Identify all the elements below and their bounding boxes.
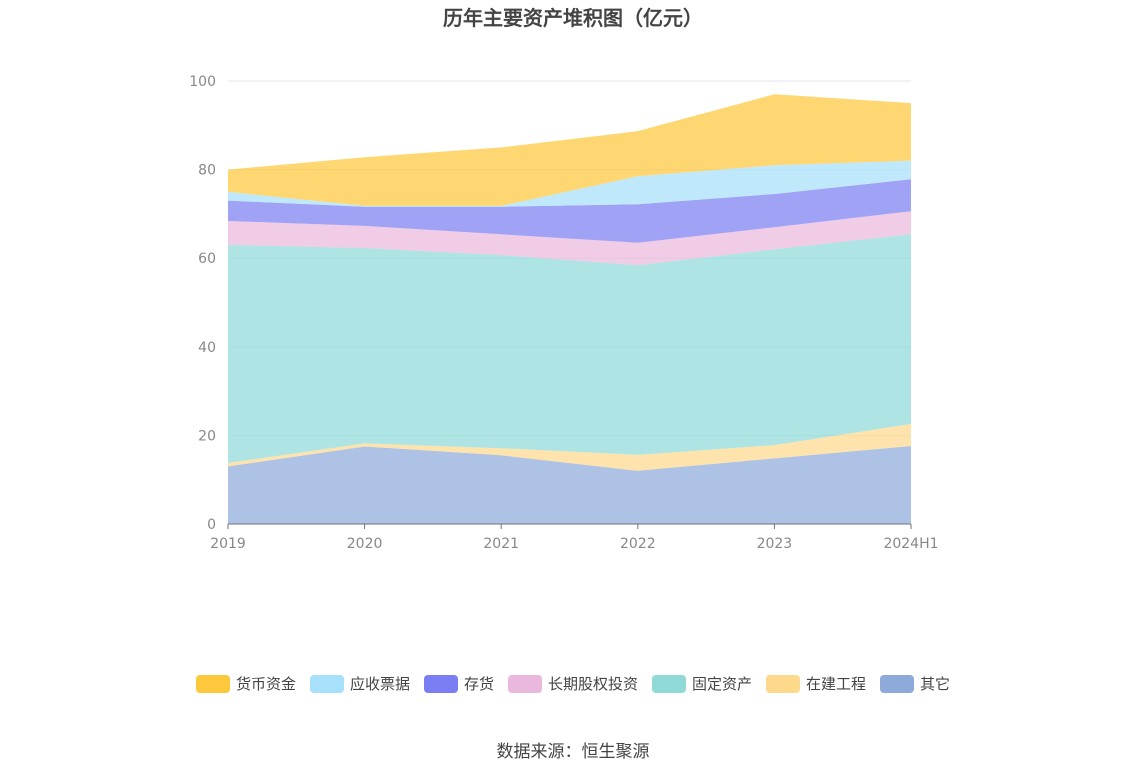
x-tick-label: 2023	[757, 536, 793, 552]
x-tick-label: 2020	[347, 536, 383, 552]
legend: 货币资金 应收票据 存货 长期股权投资 固定资产 在建工程 其它	[196, 675, 950, 693]
legend-swatch	[652, 675, 686, 693]
area-series-6	[228, 94, 911, 206]
area-series-5	[228, 160, 911, 207]
y-tick-label: 80	[198, 163, 216, 179]
data-source: 数据来源：恒生聚源	[497, 742, 650, 762]
x-tick-label: 2019	[210, 536, 246, 552]
legend-label: 应收票据	[350, 675, 410, 693]
x-tick-label: 2022	[620, 536, 656, 552]
y-tick-label: 20	[198, 428, 216, 444]
legend-swatch	[310, 675, 344, 693]
y-tick-label: 100	[189, 74, 216, 90]
area-series-3	[228, 211, 911, 266]
legend-swatch	[880, 675, 914, 693]
y-tick-label: 40	[198, 340, 216, 356]
area-series-1	[228, 423, 911, 471]
y-tick-label: 60	[198, 251, 216, 267]
x-tick-label: 2021	[483, 536, 519, 552]
legend-swatch	[766, 675, 800, 693]
x-tick-label: 2024H1	[883, 536, 938, 552]
legend-swatch	[508, 675, 542, 693]
legend-label: 货币资金	[236, 675, 296, 693]
legend-label: 固定资产	[692, 675, 752, 693]
legend-label: 其它	[920, 675, 950, 693]
legend-label: 存货	[464, 675, 494, 693]
y-tick-label: 0	[207, 517, 216, 533]
area-series-0	[228, 446, 911, 524]
legend-label: 在建工程	[806, 675, 866, 693]
area-series	[228, 94, 911, 524]
area-series-2	[228, 234, 911, 463]
chart-title: 历年主要资产堆积图（亿元）	[443, 6, 703, 30]
legend-label: 长期股权投资	[548, 675, 638, 693]
legend-swatch	[424, 675, 458, 693]
area-series-4	[228, 179, 911, 243]
legend-swatch	[196, 675, 230, 693]
axes: 0 20 40 60 80 100 2019 2020 2021 2022 2023 2024H1	[189, 74, 938, 552]
